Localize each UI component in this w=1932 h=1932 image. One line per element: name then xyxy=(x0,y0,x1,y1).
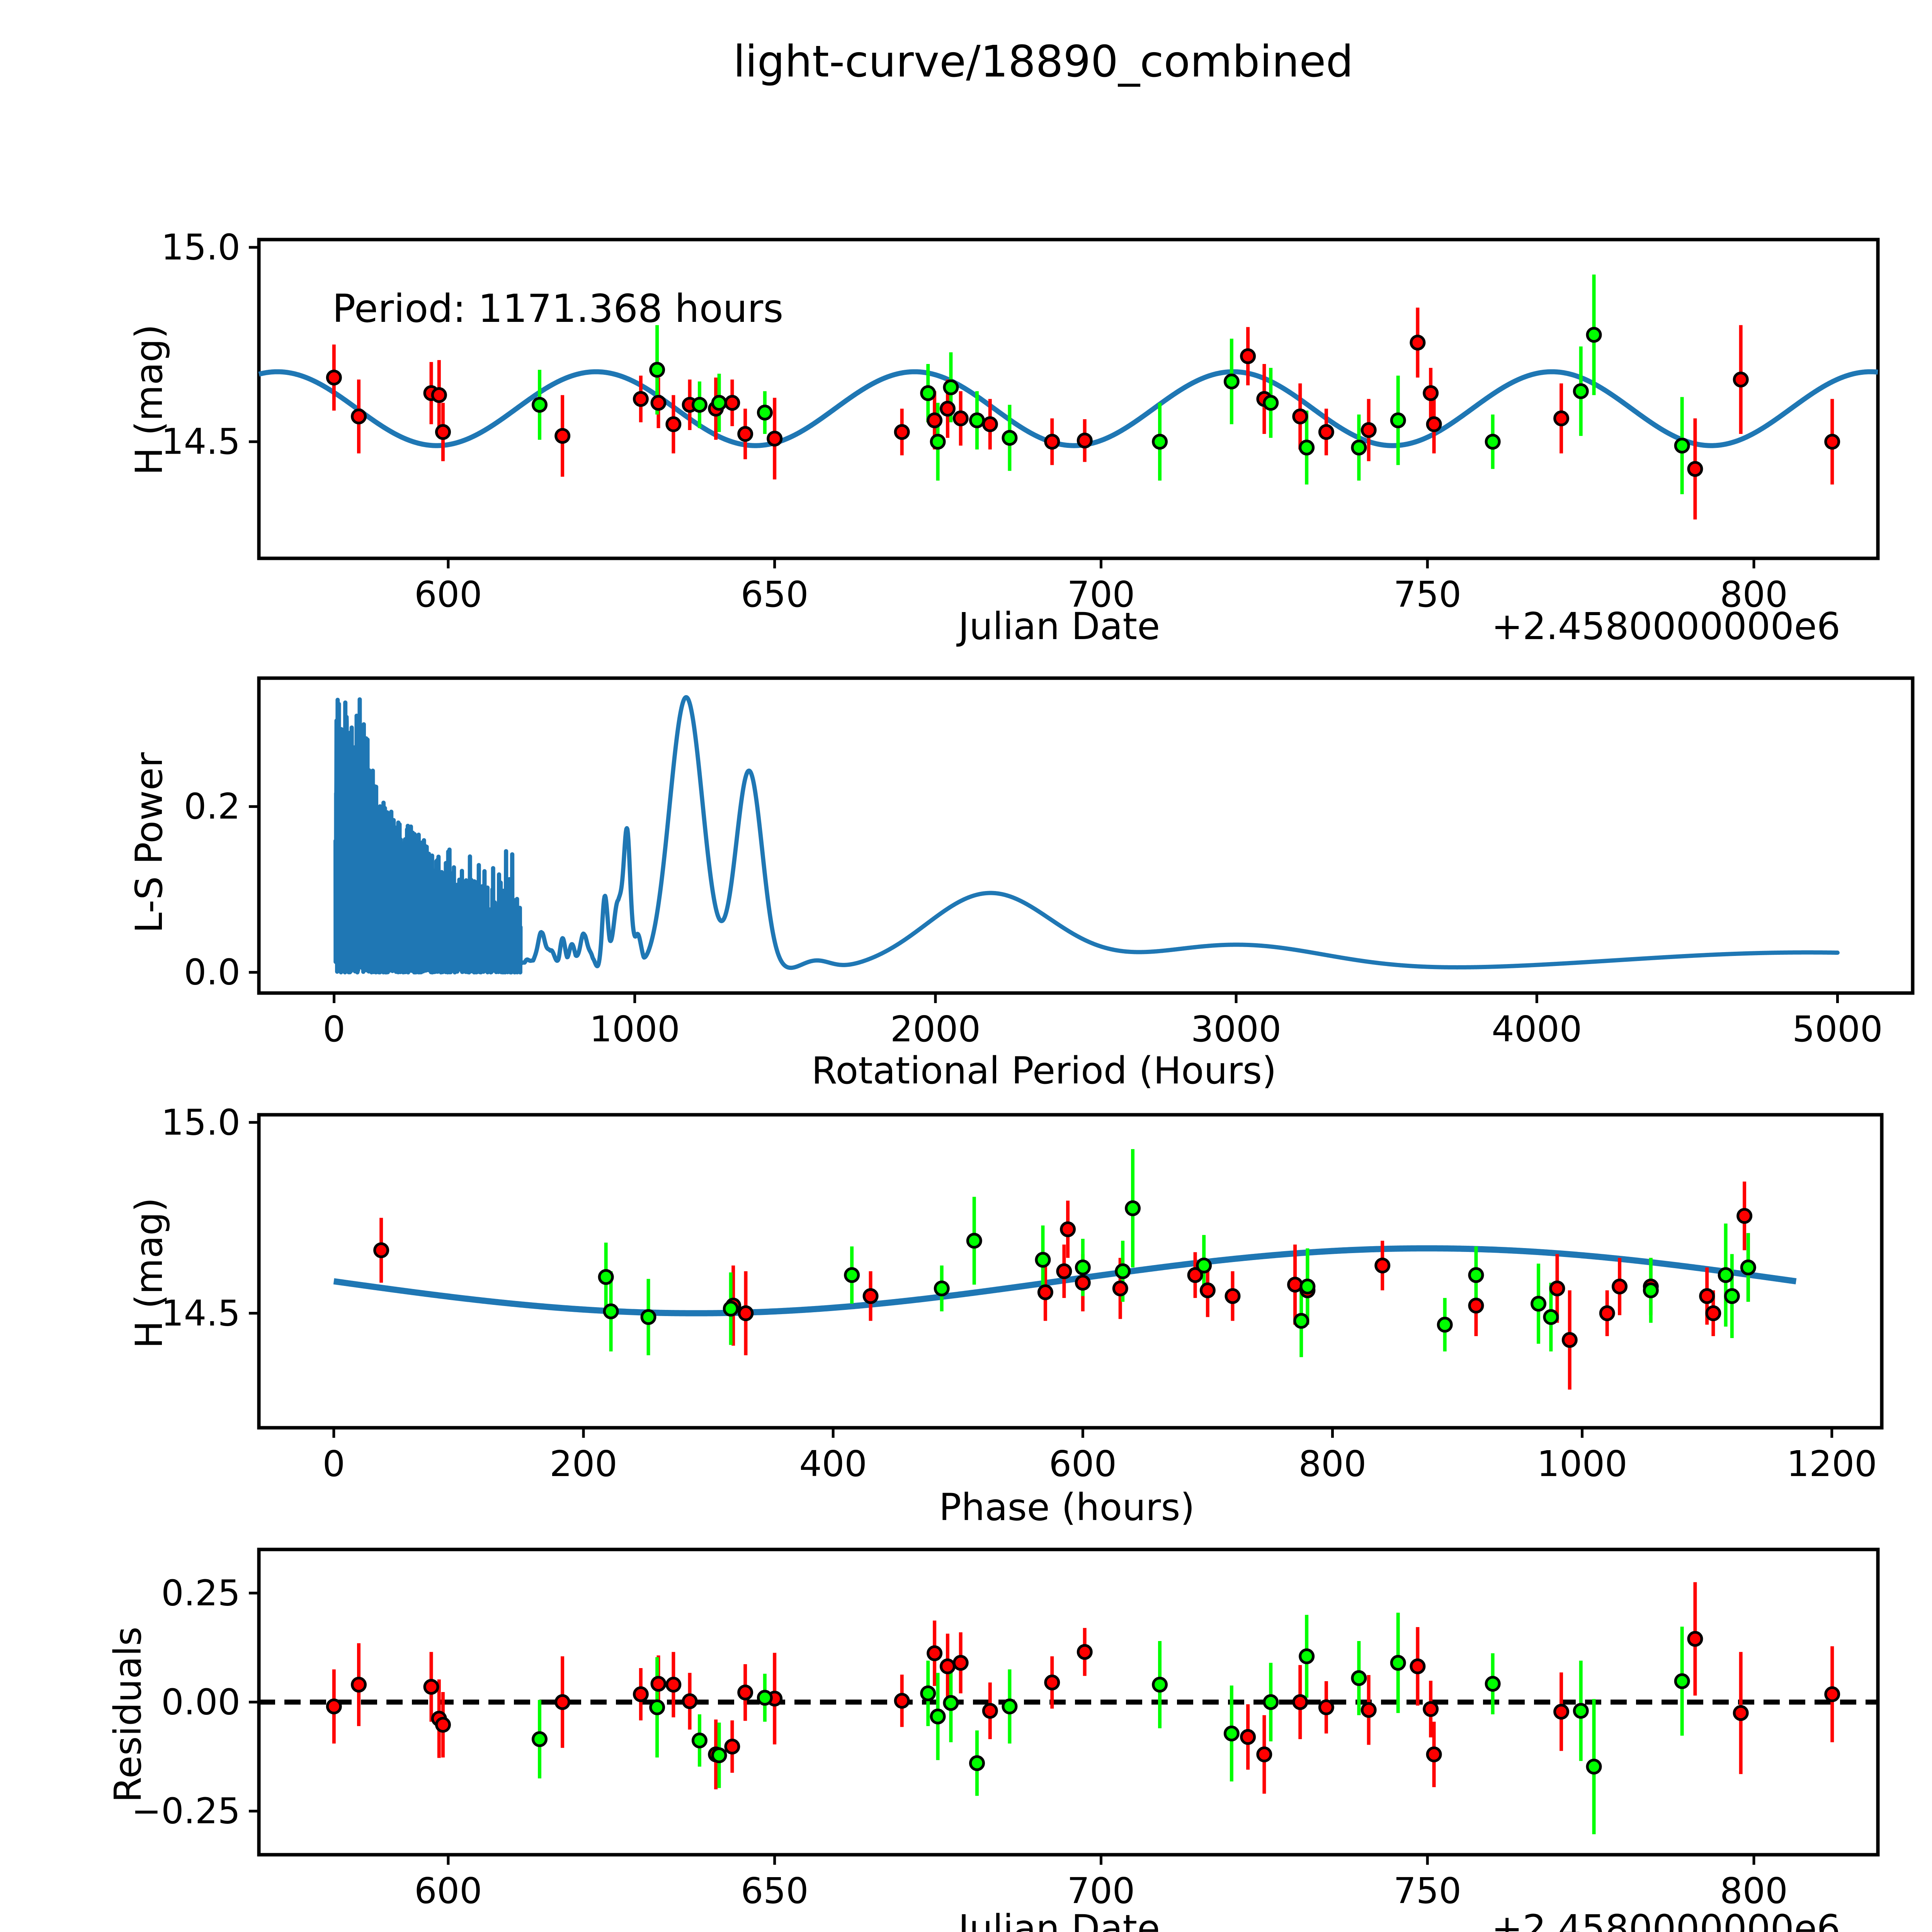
lightcurve-xtick-label: 600 xyxy=(414,574,482,615)
lightcurve-xtick-label: 650 xyxy=(740,574,809,615)
residuals-xlabel: Julian Date xyxy=(958,1907,1160,1932)
panel-residuals xyxy=(249,1548,1880,1865)
periodogram-xtick-label: 2000 xyxy=(890,1009,981,1050)
phasefold-xtick-label: 1000 xyxy=(1537,1443,1628,1485)
lightcurve-xtick-label: 750 xyxy=(1393,574,1462,615)
phasefold-ytick-label: 14.5 xyxy=(161,1293,240,1334)
periodogram-ytick-label: 0.2 xyxy=(184,786,240,827)
phasefold-xtick-label: 0 xyxy=(322,1443,345,1485)
periodogram-xtick-label: 0 xyxy=(323,1009,345,1050)
residuals-plot-area xyxy=(249,1548,1880,1865)
phasefold-xtick-label: 200 xyxy=(549,1443,617,1485)
lightcurve-xlabel: Julian Date xyxy=(958,605,1160,648)
figure-title: light-curve/18890_combined xyxy=(733,37,1354,87)
residuals-xtick-label: 600 xyxy=(414,1870,482,1912)
lightcurve-ytick-label: 15.0 xyxy=(161,226,240,268)
phasefold-xtick-label: 800 xyxy=(1298,1443,1367,1485)
phasefold-xtick-label: 400 xyxy=(799,1443,867,1485)
periodogram-plot-area xyxy=(249,676,1915,1003)
residuals-xtick-label: 700 xyxy=(1067,1870,1135,1912)
residuals-x-offset-text: +2.4580000000e6 xyxy=(1492,1907,1840,1932)
panel-periodogram xyxy=(249,676,1915,1003)
residuals-xtick-label: 800 xyxy=(1720,1870,1788,1912)
phasefold-xtick-label: 600 xyxy=(1049,1443,1117,1485)
residuals-xtick-label: 650 xyxy=(740,1870,809,1912)
lightcurve-plot-area xyxy=(249,238,1880,568)
periodogram-xtick-label: 4000 xyxy=(1492,1009,1582,1050)
phasefold-plot-area xyxy=(249,1113,1884,1438)
lightcurve-xtick-label: 700 xyxy=(1067,574,1135,615)
residuals-ytick-label: −0.25 xyxy=(131,1790,240,1832)
lightcurve-xtick-label: 800 xyxy=(1720,574,1788,615)
lightcurve-x-offset-text: +2.4580000000e6 xyxy=(1492,605,1840,648)
periodogram-xtick-label: 5000 xyxy=(1792,1009,1883,1050)
periodogram-ylabel: L-S Power xyxy=(128,752,171,933)
period-annotation: Period: 1171.368 hours xyxy=(332,286,784,331)
periodogram-xtick-label: 3000 xyxy=(1191,1009,1282,1050)
lightcurve-ytick-label: 14.5 xyxy=(161,421,240,463)
panel-phasefold xyxy=(249,1113,1884,1438)
periodogram-xtick-label: 1000 xyxy=(589,1009,680,1050)
panel-lightcurve xyxy=(249,238,1880,568)
residuals-ytick-label: 0.00 xyxy=(161,1681,240,1723)
residuals-xtick-label: 750 xyxy=(1393,1870,1462,1912)
phasefold-ytick-label: 15.0 xyxy=(161,1102,240,1143)
residuals-ytick-label: 0.25 xyxy=(161,1572,240,1614)
phasefold-xlabel: Phase (hours) xyxy=(939,1486,1195,1529)
periodogram-ytick-label: 0.0 xyxy=(184,951,240,993)
phasefold-xtick-label: 1200 xyxy=(1786,1443,1877,1485)
periodogram-xlabel: Rotational Period (Hours) xyxy=(811,1049,1277,1092)
